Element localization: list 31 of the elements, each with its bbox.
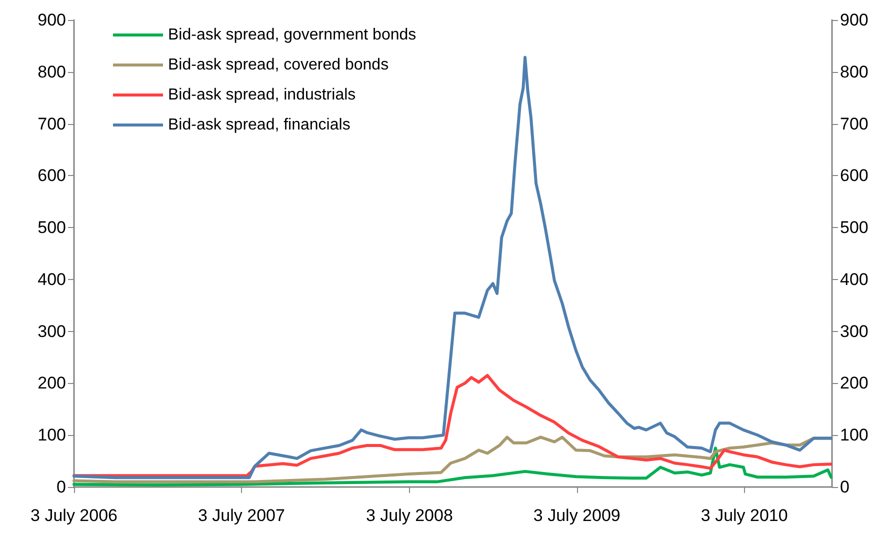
y-tick-label: 200 [38,374,66,393]
x-tick-label: 3 July 2007 [198,506,285,525]
legend-label: Bid-ask spread, covered bonds [168,56,389,74]
x-tick-label: 3 July 2010 [700,506,788,525]
y2-tick-label: 0 [840,478,850,496]
line-series [72,56,833,480]
y2-tick-label: 500 [840,218,868,238]
x-tick-label: 3 July 2009 [533,506,620,525]
legend-label: Bid-ask spread, industrials [168,86,356,104]
y-tick-label: 0 [56,478,66,496]
y2-tick-label: 300 [840,322,868,341]
y-tick-label: 600 [38,166,66,186]
y2-tick-label: 700 [840,114,868,134]
y-tick-label: 400 [38,270,66,289]
y2-tick-label: 600 [840,166,868,186]
y2-tick-label: 200 [840,374,868,393]
y-tick-label: 700 [38,114,66,134]
y-tick-label: 300 [38,322,66,341]
legend-label: Bid-ask spread, government bonds [168,26,416,44]
y-tick-label: 800 [38,62,66,82]
y2-tick-label: 800 [840,62,868,82]
y2-tick-label: 100 [840,426,868,445]
x-tick-label: 3 July 2006 [30,506,118,525]
y2-tick-label: 400 [840,270,868,289]
y2-tick-label: 900 [840,10,868,30]
y-tick-label: 500 [38,218,66,238]
y-tick-label: 100 [38,426,66,445]
line-series [72,374,833,478]
y-tick-label: 900 [38,10,66,30]
x-tick-label: 3 July 2008 [366,506,453,525]
legend-label: Bid-ask spread, financials [168,116,350,134]
